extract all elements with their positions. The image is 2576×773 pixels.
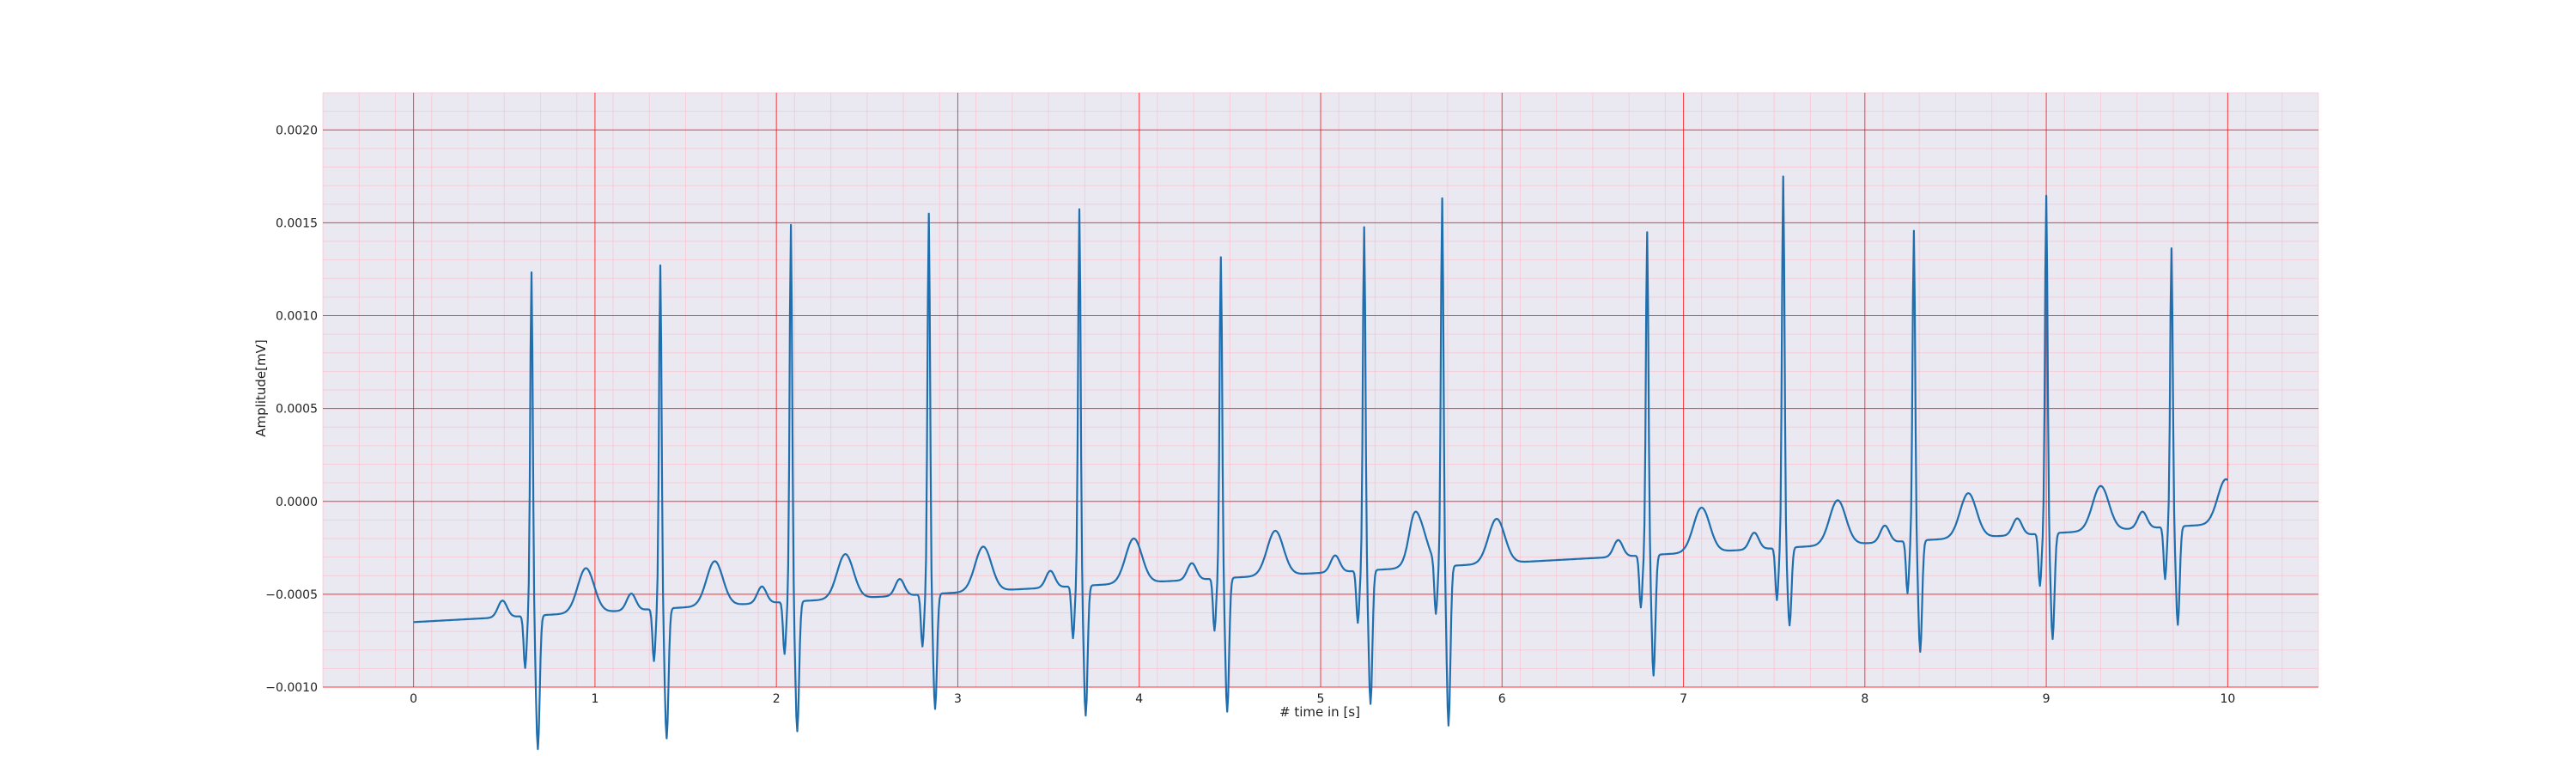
x-tick-label: 3 xyxy=(954,692,962,706)
x-axis-ticks: 0 1 2 3 4 5 6 7 8 9 10 xyxy=(410,692,2235,706)
y-tick-label: 0.0010 xyxy=(276,310,318,324)
y-axis-label: Amplitude[mV] xyxy=(253,339,269,436)
x-tick-label: 9 xyxy=(2043,692,2050,706)
y-tick-label: 0.0000 xyxy=(276,496,318,509)
y-tick-label: −0.0010 xyxy=(265,681,318,695)
x-tick-label: 8 xyxy=(1861,692,1868,706)
y-axis-ticks: −0.0010 −0.0005 0.0000 0.0005 0.0010 0.0015 0.… xyxy=(265,124,318,695)
series-group xyxy=(413,175,2229,751)
x-tick-label: 5 xyxy=(1317,692,1325,706)
x-tick-label: 1 xyxy=(591,692,598,706)
y-tick-label: 0.0015 xyxy=(276,216,318,230)
x-tick-label: 4 xyxy=(1135,692,1143,706)
major-grid xyxy=(323,93,2318,688)
x-tick-label: 10 xyxy=(2220,692,2235,706)
x-tick-label: 2 xyxy=(773,692,781,706)
y-tick-label: −0.0005 xyxy=(265,588,318,602)
x-tick-label: 0 xyxy=(410,692,417,706)
x-tick-label: 7 xyxy=(1680,692,1687,706)
ecg-series-line xyxy=(413,175,2229,751)
x-tick-label: 6 xyxy=(1498,692,1506,706)
x-axis-label: # time in [s] xyxy=(1279,704,1360,720)
y-tick-label: 0.0020 xyxy=(276,124,318,137)
y-tick-label: 0.0005 xyxy=(276,403,318,417)
